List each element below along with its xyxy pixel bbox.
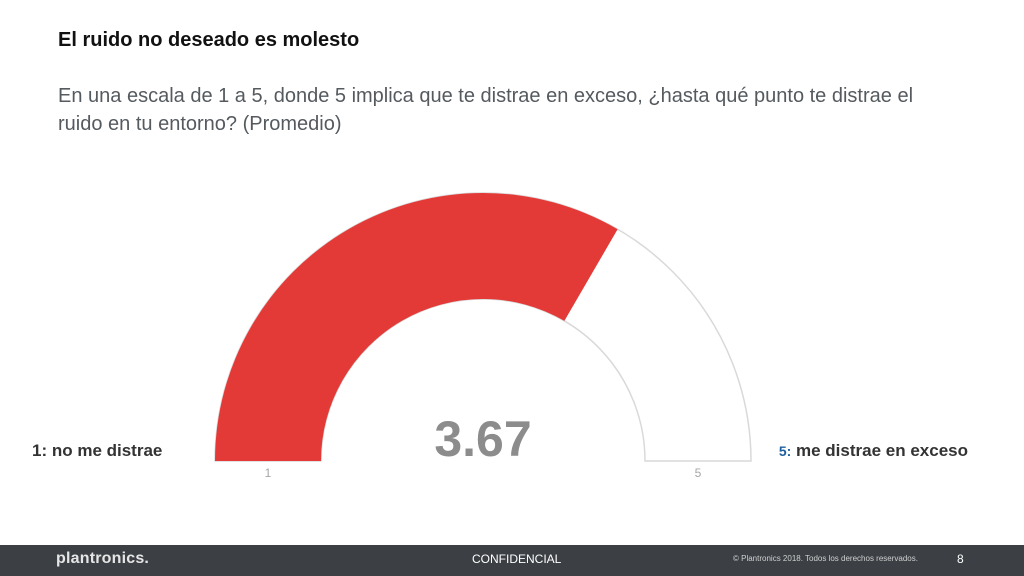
confidential-label: CONFIDENCIAL bbox=[472, 552, 562, 566]
slide-title: El ruido no deseado es molesto bbox=[58, 29, 360, 51]
scale-max-number: 5: bbox=[778, 443, 792, 459]
gauge-fill-arc bbox=[215, 192, 618, 462]
scale-min-description: 1: no me distrae bbox=[32, 441, 163, 460]
gauge-value-label: 3.67 bbox=[434, 411, 531, 467]
scale-max-description: 5: me distrae en exceso bbox=[779, 441, 968, 461]
page-number: 8 bbox=[957, 552, 964, 566]
gauge-chart: 3.67 1 5 bbox=[214, 192, 752, 480]
plantronics-logo: plantronics. bbox=[56, 550, 150, 567]
slide-subtitle: En una escala de 1 a 5, donde 5 implica … bbox=[58, 85, 914, 135]
gauge-max-tick-label: 5 bbox=[695, 466, 702, 480]
footer-bar: plantronics. CONFIDENCIAL © Plantronics … bbox=[0, 545, 1024, 576]
copyright-text: © Plantronics 2018. Todos los derechos r… bbox=[733, 554, 918, 563]
gauge-min-tick-label: 1 bbox=[265, 466, 272, 480]
scale-max-text: me distrae en exceso bbox=[791, 441, 968, 460]
